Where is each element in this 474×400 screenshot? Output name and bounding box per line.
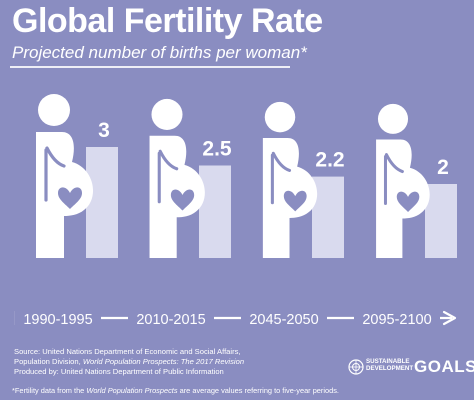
category-label-bg xyxy=(15,309,101,327)
category-label-bg xyxy=(241,309,327,327)
heart-icon xyxy=(58,187,82,209)
pregnant-woman-icon xyxy=(149,98,205,258)
figure-arm-upper xyxy=(271,151,292,172)
footnote-suffix: are average values referring to five-yea… xyxy=(177,386,339,395)
sdg-line-1: SUSTAINABLE xyxy=(366,358,410,365)
value-label: 2 xyxy=(437,156,449,179)
figure-arm-upper xyxy=(45,146,66,168)
footnote-title: World Population Prospects xyxy=(86,386,178,395)
un-emblem-icon xyxy=(348,359,364,375)
figure-head xyxy=(377,103,409,134)
pregnant-woman-icon xyxy=(262,101,318,258)
sdg-goals: GOALS xyxy=(414,357,474,376)
figure-head xyxy=(151,98,183,130)
category-group: 2.5 2010-2015 xyxy=(128,98,232,328)
figure-head xyxy=(38,94,70,126)
page-subtitle: Projected number of births per woman* xyxy=(12,43,307,62)
pregnant-woman-icon xyxy=(36,94,94,258)
page-title: Global Fertility Rate xyxy=(12,2,323,40)
sdg-wordmark: SUSTAINABLE DEVELOPMENT xyxy=(366,358,413,372)
figure-head xyxy=(264,101,296,133)
title-divider xyxy=(10,66,290,68)
bar xyxy=(199,165,231,258)
source-line-1: Source: United Nations Department of Eco… xyxy=(14,347,241,356)
category-label: 2095-2100 xyxy=(362,312,431,328)
timeline-arrow-icon xyxy=(442,310,457,326)
fertility-chart: 3 1990-1995 2.5 2010-2015 2.2 2045-2050 2 2095-… xyxy=(14,94,457,328)
heart-icon xyxy=(396,191,420,212)
value-label: 3 xyxy=(98,119,110,142)
source-line-2-prefix: Population Division, xyxy=(14,357,83,366)
bar xyxy=(86,147,118,258)
footnote-prefix: *Fertility data from the xyxy=(12,386,87,395)
value-label: 2.5 xyxy=(202,138,232,161)
sdg-logo: SUSTAINABLE DEVELOPMENT GOALS xyxy=(348,355,474,379)
source-line-2: Population Division, World Population Pr… xyxy=(14,357,244,367)
footnote: *Fertility data from the World Populatio… xyxy=(12,386,339,395)
category-label: 1990-1995 xyxy=(23,312,92,328)
pregnant-woman-icon xyxy=(376,103,430,258)
value-label: 2.2 xyxy=(315,149,344,172)
heart-icon xyxy=(283,190,307,212)
category-label-bg xyxy=(354,309,440,327)
source-line-3: Produced by: United Nations Department o… xyxy=(14,367,224,376)
category-label: 2045-2050 xyxy=(249,312,318,328)
figure-arm-upper xyxy=(384,153,404,174)
bar xyxy=(312,176,344,258)
category-label: 2010-2015 xyxy=(136,312,205,328)
source-line-2-title: World Population Prospects: The 2017 Rev… xyxy=(82,357,245,366)
category-group: 3 1990-1995 xyxy=(15,94,118,328)
figure-arm-upper xyxy=(158,149,179,171)
heart-icon xyxy=(170,189,195,211)
category-label-bg xyxy=(128,309,214,327)
category-group: 2 2095-2100 xyxy=(354,103,457,328)
bar xyxy=(425,184,457,258)
category-group: 2.2 2045-2050 xyxy=(241,101,345,328)
sdg-line-2: DEVELOPMENT xyxy=(366,365,414,372)
